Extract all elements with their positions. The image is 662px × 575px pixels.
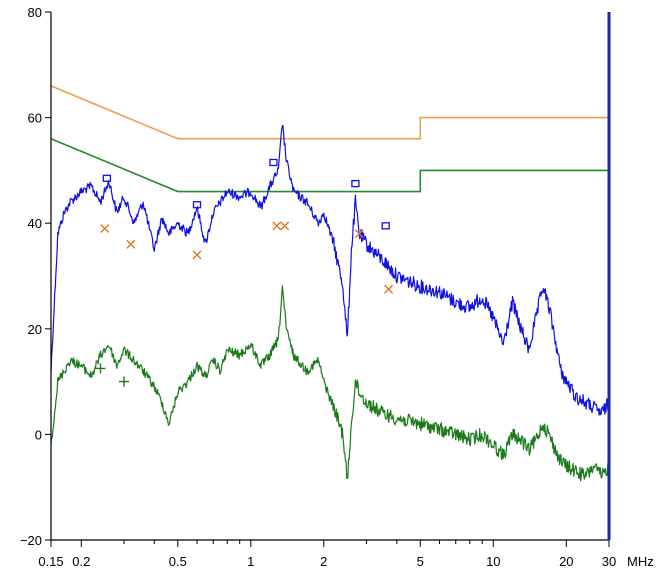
y-tick-label: −20 — [20, 533, 42, 548]
x-tick-label: 0.5 — [169, 554, 187, 569]
markers-layer — [95, 158, 394, 387]
traces-layer — [50, 85, 610, 482]
x-marker — [126, 239, 136, 249]
square-marker — [269, 158, 278, 167]
square-marker — [351, 179, 360, 188]
x-marker — [192, 250, 202, 260]
plus-marker — [119, 376, 129, 387]
x-marker — [280, 221, 290, 231]
x-unit-label: MHz — [627, 554, 654, 569]
trace-line-2 — [50, 124, 610, 416]
square-marker — [381, 222, 390, 230]
square-marker — [192, 201, 202, 209]
x-tick-label: 1 — [247, 554, 254, 569]
x-tick-label: 5 — [417, 554, 424, 569]
trace-line-3 — [50, 285, 610, 482]
limit-line-0 — [50, 85, 609, 140]
plot-area — [51, 12, 609, 540]
plus-marker — [95, 363, 106, 374]
limit-line-1 — [50, 137, 609, 193]
x-tick-label: 0.2 — [72, 554, 90, 569]
square-marker — [102, 174, 112, 182]
y-tick-label: 60 — [28, 111, 42, 126]
x-tick-label: 10 — [486, 554, 500, 569]
y-tick-label: 0 — [35, 427, 42, 442]
x-marker — [384, 284, 394, 294]
x-tick-label: 30 — [602, 554, 616, 569]
x-marker — [100, 223, 110, 233]
x-tick-label: 0.15 — [38, 554, 63, 569]
y-tick-label: 40 — [28, 216, 42, 231]
y-ticks: 80 60 40 20 0 −20 — [20, 5, 51, 548]
x-marker — [354, 229, 364, 239]
x-ticks: 0.15 0.2 0.5 1 2 5 10 20 30 — [38, 540, 616, 569]
x-tick-label: 2 — [320, 554, 327, 569]
x-tick-label: 20 — [559, 554, 573, 569]
y-tick-label: 80 — [28, 5, 42, 20]
y-tick-label: 20 — [28, 322, 42, 337]
x-marker — [272, 221, 282, 231]
